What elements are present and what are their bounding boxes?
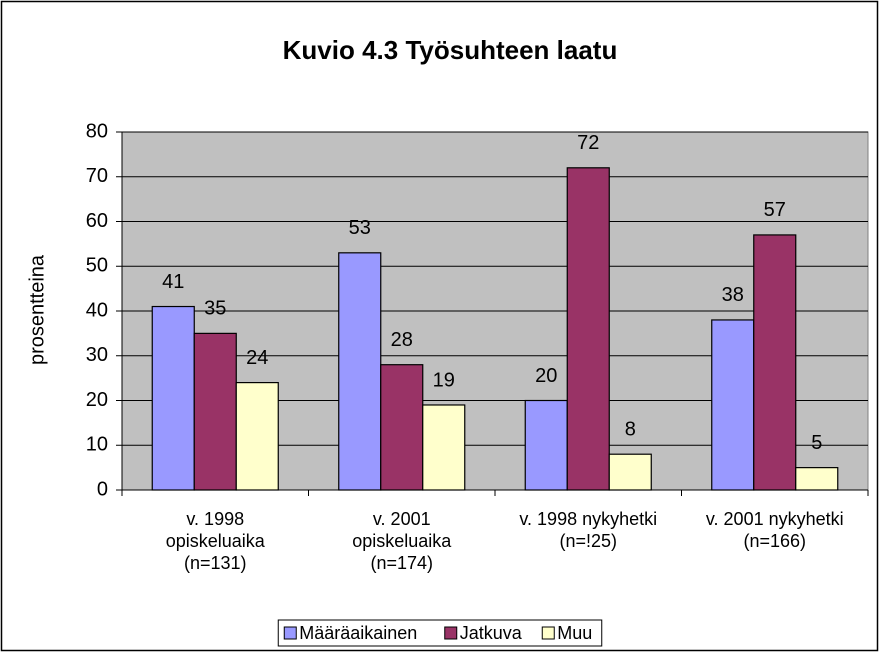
legend-label: Määräaikainen	[299, 623, 417, 643]
y-tick-label: 70	[86, 165, 108, 187]
x-tick-label: v. 2001 opiskeluaika (n=174)	[352, 509, 452, 573]
y-tick-label: 40	[86, 299, 108, 321]
data-label: 53	[349, 217, 371, 239]
legend-swatch	[283, 626, 297, 640]
bar	[524, 399, 568, 491]
bar	[422, 404, 466, 491]
bar	[235, 382, 279, 491]
y-tick-label: 0	[97, 478, 108, 500]
legend-swatch	[444, 626, 458, 640]
data-label: 38	[722, 284, 744, 306]
data-label: 57	[764, 199, 786, 221]
chart-title: Kuvio 4.3 Työsuhteen laatu	[283, 35, 618, 65]
legend-label: Jatkuva	[460, 623, 523, 643]
data-label: 41	[162, 271, 184, 293]
y-tick-label: 30	[86, 344, 108, 366]
bar	[566, 167, 610, 491]
x-tick-label: v. 1998 nykyhetki (n=!25)	[519, 509, 658, 551]
x-tick-label: v. 2001 nykyhetki (n=166)	[705, 509, 844, 551]
bar	[380, 364, 424, 491]
legend-swatch	[541, 626, 555, 640]
data-label: 72	[577, 132, 599, 154]
data-label: 24	[246, 347, 268, 369]
y-tick-label: 10	[86, 434, 108, 456]
y-tick-label: 80	[86, 120, 108, 142]
legend-label: Muu	[557, 623, 592, 643]
bar	[151, 305, 195, 491]
bar	[193, 332, 237, 491]
bar	[753, 234, 797, 491]
bar	[795, 467, 839, 491]
data-label: 28	[391, 329, 413, 351]
data-label: 8	[625, 418, 636, 440]
data-label: 35	[204, 298, 226, 320]
bar	[338, 252, 382, 491]
y-axis-label: prosentteina	[26, 254, 48, 365]
bar	[711, 319, 755, 491]
bar	[608, 453, 652, 491]
x-tick-label: v. 1998 opiskeluaika (n=131)	[165, 509, 265, 573]
data-label: 20	[535, 365, 557, 387]
y-tick-label: 50	[86, 255, 108, 277]
y-tick-label: 20	[86, 389, 108, 411]
y-tick-label: 60	[86, 210, 108, 232]
data-label: 19	[433, 369, 455, 391]
data-label: 5	[811, 432, 822, 454]
